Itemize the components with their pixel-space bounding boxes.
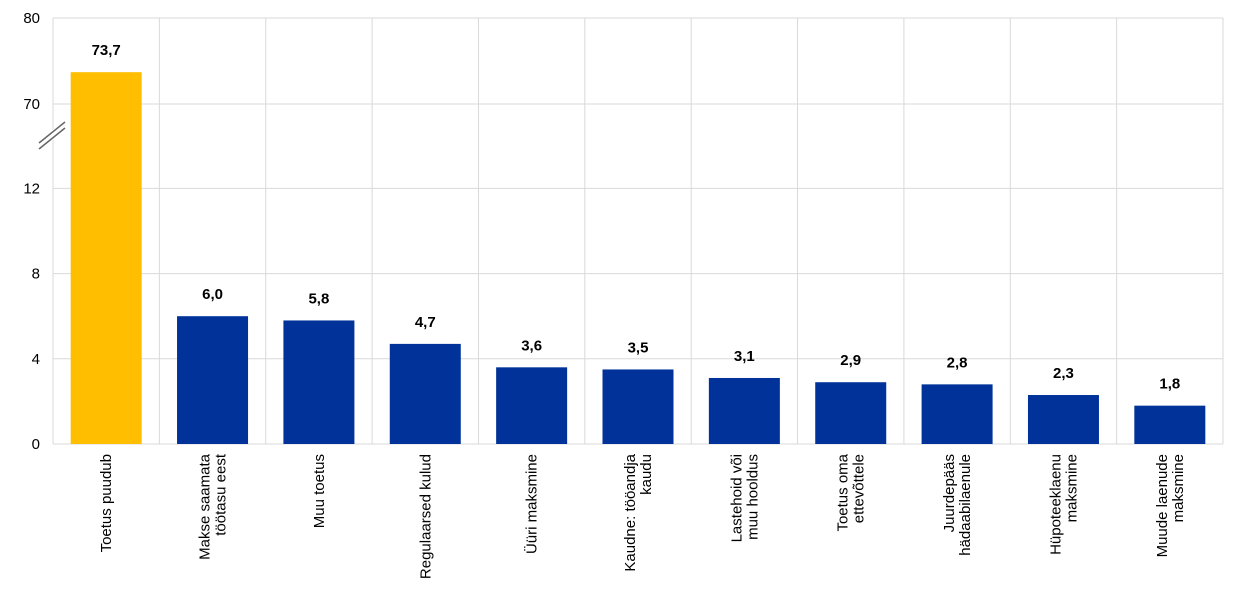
x-category-label: Hüpoteeklaenu maksmine [1047, 454, 1080, 555]
bar [70, 72, 142, 445]
x-category-label-line: Lastehoid või [728, 454, 745, 542]
x-category-label: Makse saamata töötasu eest [197, 453, 230, 560]
x-category-label: Muu toetus [311, 454, 328, 528]
x-category-label-line: Hüpoteeklaenu [1047, 454, 1064, 555]
x-category-label-line: maksmine [1063, 454, 1080, 522]
data-label: 73,7 [92, 42, 121, 59]
x-category-label-line: kaudu [638, 454, 655, 495]
x-category-label-line: Muu toetus [311, 454, 328, 528]
data-label: 3,5 [628, 339, 649, 356]
data-label: 1,8 [1159, 376, 1180, 393]
bar [921, 384, 993, 444]
x-category-label-line: Makse saamata [197, 453, 214, 560]
data-label: 4,7 [415, 314, 436, 331]
x-category-label-line: Toetus puudub [98, 454, 115, 552]
x-category-label-line: hädaabilaenule [957, 454, 974, 556]
axis-break-mark [38, 121, 66, 144]
data-label: 3,1 [734, 348, 755, 365]
x-category-label-line: Toetus oma [835, 453, 852, 531]
y-tick-label: 80 [23, 10, 40, 27]
axis-break-gap [36, 121, 68, 150]
data-label: 2,9 [840, 352, 861, 369]
y-tick-label: 0 [32, 436, 40, 453]
y-tick-label: 4 [32, 351, 40, 368]
x-category-label: Kaudne: tööandja kaudu [622, 453, 655, 571]
data-label: 2,3 [1053, 365, 1074, 382]
x-category-label: Toetus puudub [98, 454, 115, 552]
y-tick-label: 8 [32, 266, 40, 283]
data-label: 3,6 [521, 337, 542, 354]
x-category-label-line: Üüri maksmine [523, 454, 541, 554]
x-category-label-line: maksmine [1170, 454, 1187, 522]
bar [815, 382, 887, 444]
x-category-label: Üüri maksmine [523, 454, 541, 554]
bar [283, 320, 355, 444]
bar [496, 367, 568, 444]
data-label: 5,8 [308, 290, 329, 307]
bar [389, 343, 461, 444]
x-category-label: Regulaarsed kulud [417, 454, 434, 579]
x-category-label-line: Muude laenude [1154, 454, 1171, 557]
y-tick-label: 70 [23, 96, 40, 113]
data-label: 2,8 [947, 354, 968, 371]
x-category-label: Muude laenude maksmine [1154, 454, 1187, 557]
bar [602, 369, 674, 444]
bar [1027, 395, 1099, 444]
x-category-label-line: Juurdepääs [941, 454, 958, 532]
bar [708, 377, 780, 444]
axis-break-mark [38, 127, 66, 150]
x-category-label-line: Regulaarsed kulud [417, 454, 434, 579]
data-label: 6,0 [202, 286, 223, 303]
x-category-label-line: töötasu eest [213, 453, 230, 536]
x-category-label-line: ettevõttele [851, 454, 868, 523]
x-category-label: Lastehoid või muu hooldus [728, 454, 761, 542]
x-category-label-line: muu hooldus [744, 454, 761, 540]
x-category-label-line: Kaudne: tööandja [622, 453, 639, 571]
bar [1134, 405, 1206, 444]
bar [177, 316, 249, 444]
y-tick-label: 12 [23, 180, 40, 197]
x-category-label: Juurdepääs hädaabilaenule [941, 454, 974, 556]
x-category-label: Toetus oma ettevõttele [835, 453, 868, 531]
